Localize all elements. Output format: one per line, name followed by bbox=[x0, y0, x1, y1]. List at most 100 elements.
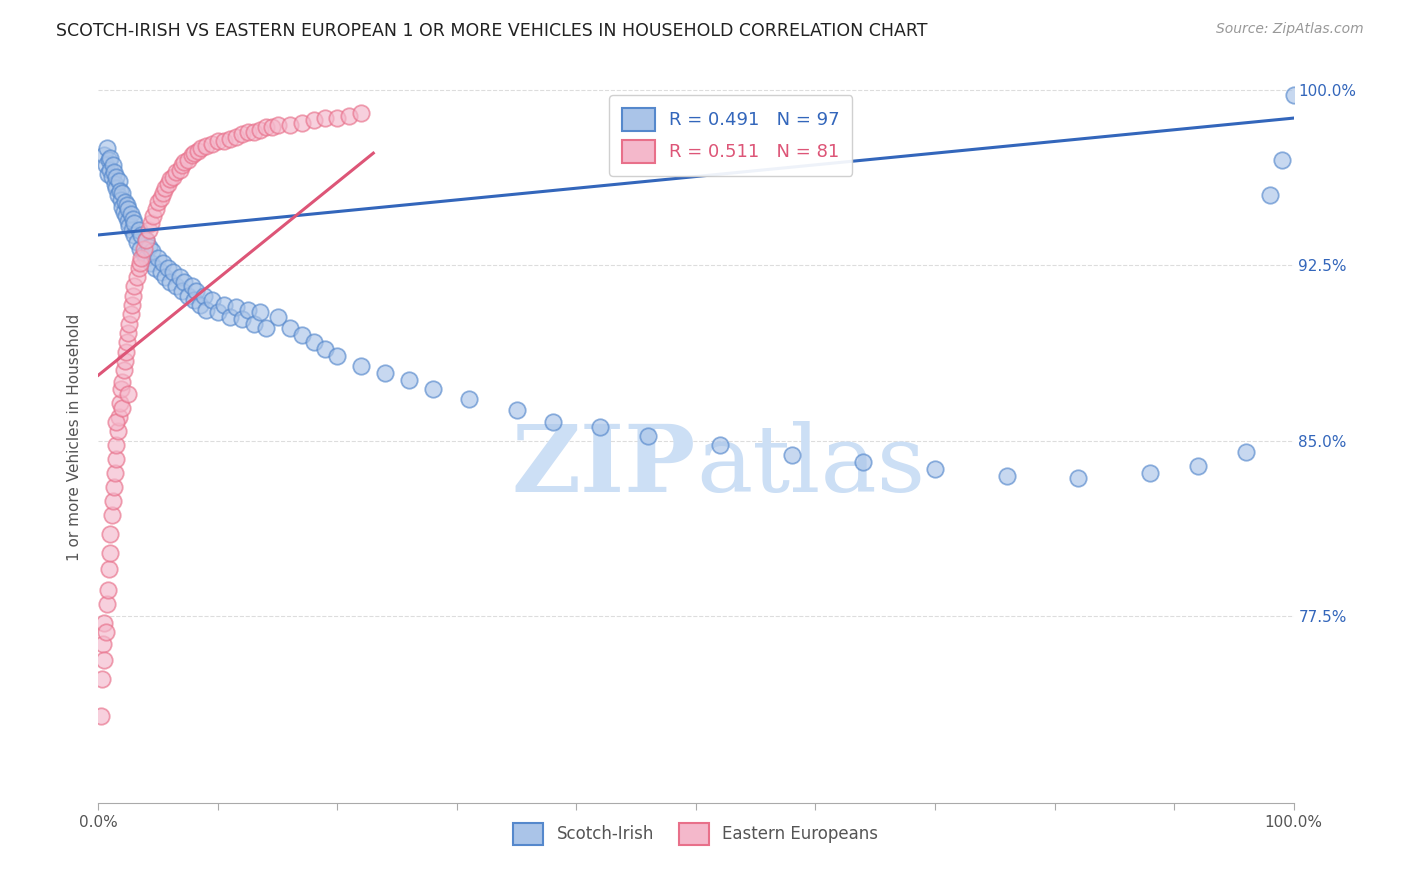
Point bbox=[90, 709, 112, 723]
Point bbox=[115, 344, 138, 359]
Point bbox=[190, 141, 212, 155]
Point bbox=[173, 155, 195, 169]
Point bbox=[278, 118, 301, 132]
Point bbox=[177, 153, 200, 168]
Point bbox=[1282, 87, 1305, 102]
Point bbox=[260, 120, 283, 135]
Point bbox=[149, 190, 172, 204]
Point bbox=[121, 223, 143, 237]
Point bbox=[236, 125, 259, 139]
Point bbox=[105, 415, 128, 429]
Point bbox=[108, 396, 131, 410]
Point bbox=[114, 354, 136, 368]
Point bbox=[315, 343, 337, 357]
Point bbox=[135, 252, 157, 266]
Point bbox=[96, 141, 118, 155]
Point bbox=[112, 204, 135, 219]
Point bbox=[195, 302, 218, 317]
Point bbox=[107, 410, 129, 425]
Point bbox=[122, 211, 145, 226]
Text: ZIP: ZIP bbox=[512, 421, 696, 511]
Point bbox=[709, 438, 731, 452]
Point bbox=[93, 615, 115, 630]
Point bbox=[315, 111, 337, 125]
Point bbox=[193, 289, 215, 303]
Text: SCOTCH-IRISH VS EASTERN EUROPEAN 1 OR MORE VEHICLES IN HOUSEHOLD CORRELATION CHA: SCOTCH-IRISH VS EASTERN EUROPEAN 1 OR MO… bbox=[56, 22, 928, 40]
Point bbox=[110, 193, 132, 207]
Point bbox=[142, 209, 165, 223]
Point bbox=[180, 148, 202, 162]
Point bbox=[780, 448, 803, 462]
Point bbox=[108, 184, 131, 198]
Text: Source: ZipAtlas.com: Source: ZipAtlas.com bbox=[1216, 22, 1364, 37]
Point bbox=[120, 207, 142, 221]
Point bbox=[1139, 467, 1161, 481]
Point bbox=[145, 202, 167, 217]
Point bbox=[125, 270, 148, 285]
Point bbox=[143, 260, 166, 275]
Point bbox=[138, 239, 160, 253]
Point bbox=[135, 233, 157, 247]
Point bbox=[156, 177, 179, 191]
Point bbox=[128, 260, 150, 275]
Point bbox=[141, 244, 163, 259]
Point bbox=[97, 583, 120, 598]
Point bbox=[107, 424, 129, 438]
Point bbox=[159, 172, 181, 186]
Point bbox=[128, 223, 150, 237]
Point bbox=[100, 169, 122, 184]
Point bbox=[103, 165, 125, 179]
Point bbox=[129, 256, 152, 270]
Point bbox=[132, 246, 155, 260]
Point bbox=[121, 298, 143, 312]
Point bbox=[107, 174, 129, 188]
Point bbox=[924, 461, 946, 475]
Point bbox=[132, 242, 155, 256]
Point bbox=[124, 216, 146, 230]
Point bbox=[124, 279, 146, 293]
Point bbox=[637, 429, 659, 443]
Point bbox=[122, 289, 145, 303]
Point bbox=[115, 197, 138, 211]
Text: atlas: atlas bbox=[696, 421, 925, 511]
Point bbox=[1258, 188, 1281, 202]
Point bbox=[398, 373, 420, 387]
Point bbox=[278, 321, 301, 335]
Point bbox=[219, 132, 242, 146]
Point bbox=[995, 468, 1018, 483]
Point bbox=[91, 672, 114, 686]
Point bbox=[98, 562, 121, 576]
Point bbox=[155, 270, 177, 285]
Point bbox=[195, 139, 218, 153]
Point bbox=[152, 186, 174, 200]
Point bbox=[188, 298, 211, 312]
Point bbox=[207, 305, 229, 319]
Point bbox=[231, 312, 253, 326]
Point bbox=[159, 275, 181, 289]
Point bbox=[852, 455, 875, 469]
Point bbox=[117, 214, 139, 228]
Y-axis label: 1 or more Vehicles in Household: 1 or more Vehicles in Household bbox=[67, 313, 83, 561]
Point bbox=[162, 265, 184, 279]
Point bbox=[183, 146, 205, 161]
Point bbox=[98, 162, 122, 177]
Point bbox=[138, 223, 160, 237]
Point bbox=[98, 153, 121, 168]
Point bbox=[243, 125, 266, 139]
Point bbox=[291, 116, 314, 130]
Point bbox=[254, 321, 277, 335]
Point bbox=[201, 293, 224, 308]
Point bbox=[100, 508, 122, 523]
Point bbox=[1187, 459, 1209, 474]
Point bbox=[98, 151, 122, 165]
Point bbox=[291, 328, 314, 343]
Point bbox=[187, 144, 209, 158]
Point bbox=[156, 260, 179, 275]
Point bbox=[104, 177, 127, 191]
Point bbox=[111, 375, 134, 389]
Point bbox=[94, 158, 117, 172]
Point bbox=[183, 293, 205, 308]
Point bbox=[110, 382, 132, 396]
Point bbox=[148, 252, 170, 266]
Point bbox=[374, 366, 396, 380]
